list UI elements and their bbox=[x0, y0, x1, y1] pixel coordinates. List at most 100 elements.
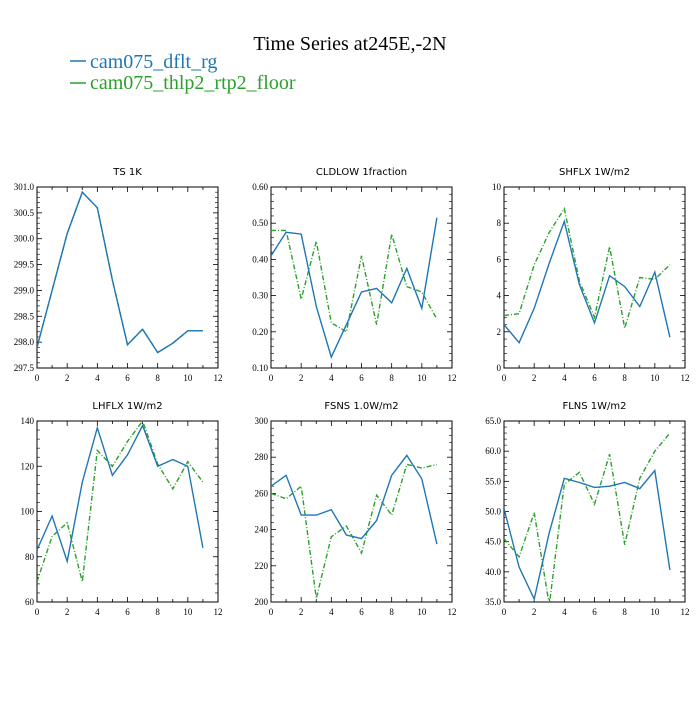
y-tick-label: 300.5 bbox=[14, 208, 35, 218]
x-tick-label: 12 bbox=[448, 607, 457, 617]
y-tick-label: 35.0 bbox=[485, 597, 501, 607]
x-tick-label: 4 bbox=[329, 373, 334, 383]
x-tick-label: 10 bbox=[183, 607, 193, 617]
y-tick-label: 60.0 bbox=[485, 446, 501, 456]
y-tick-label: 0.40 bbox=[252, 254, 268, 264]
y-tick-label: 40.0 bbox=[485, 567, 501, 577]
x-tick-label: 4 bbox=[95, 607, 100, 617]
x-tick-label: 0 bbox=[502, 373, 507, 383]
y-tick-label: 298.5 bbox=[14, 311, 35, 321]
panels-group: TS 1K 0 2 4 6 8 10 12 297.5 298.0 298.5 299.0 299.5 3… bbox=[14, 167, 690, 617]
y-tick-label: 300.0 bbox=[14, 234, 35, 244]
plot-frame bbox=[36, 420, 219, 603]
x-tick-label: 8 bbox=[155, 607, 160, 617]
x-tick-label: 2 bbox=[532, 373, 537, 383]
y-tick-label: 55.0 bbox=[485, 476, 501, 486]
x-tick-label: 10 bbox=[650, 373, 660, 383]
x-tick-label: 8 bbox=[155, 373, 160, 383]
y-tick-label: 120 bbox=[21, 461, 35, 471]
x-tick-label: 0 bbox=[269, 373, 274, 383]
y-tick-label: 0.60 bbox=[252, 182, 268, 192]
x-tick-label: 12 bbox=[448, 373, 457, 383]
y-tick-label: 45.0 bbox=[485, 537, 501, 547]
legend-label-dflt: cam075_dflt_rg bbox=[90, 51, 217, 73]
x-tick-label: 10 bbox=[417, 373, 427, 383]
panel-title: CLDLOW 1fraction bbox=[316, 167, 407, 178]
y-tick-label: 297.5 bbox=[14, 363, 35, 373]
y-tick-label: 0.20 bbox=[252, 327, 268, 337]
x-tick-label: 4 bbox=[562, 607, 567, 617]
y-tick-label: 260 bbox=[255, 488, 269, 498]
panel-1: TS 1K 0 2 4 6 8 10 12 297.5 298.0 298.5 299.0 299.5 3… bbox=[14, 167, 223, 383]
panel-3: SHFLX 1W/m2 0 2 4 6 8 10 12 0 2 4 6 8 10 bbox=[492, 167, 690, 383]
x-tick-label: 6 bbox=[592, 373, 597, 383]
x-tick-label: 2 bbox=[532, 607, 537, 617]
panel-title: SHFLX 1W/m2 bbox=[559, 167, 630, 178]
y-tick-label: 300 bbox=[255, 416, 269, 426]
panel-5: FSNS 1.0W/m2 0 2 4 6 8 10 12 200 220 240 260 280 300 bbox=[255, 401, 457, 617]
panel-2: CLDLOW 1fraction 0 2 4 6 8 10 12 0.10 0.20 0.30 0.4… bbox=[252, 167, 456, 383]
series-line-thlp2 bbox=[37, 190, 203, 354]
plot-frame bbox=[270, 420, 453, 603]
panel-title: LHFLX 1W/m2 bbox=[92, 401, 162, 412]
panel-4: LHFLX 1W/m2 0 2 4 6 8 10 12 60 80 100 120 140 bbox=[21, 401, 223, 617]
x-tick-label: 6 bbox=[125, 373, 130, 383]
x-tick-label: 10 bbox=[417, 607, 427, 617]
plot-frame bbox=[36, 186, 219, 369]
x-tick-label: 0 bbox=[269, 607, 274, 617]
figure-title: Time Series at245E,-2N bbox=[253, 33, 446, 55]
y-tick-label: 100 bbox=[21, 507, 35, 517]
x-tick-label: 12 bbox=[214, 373, 223, 383]
x-tick-label: 12 bbox=[681, 373, 690, 383]
x-tick-label: 6 bbox=[359, 607, 364, 617]
series-line-dflt bbox=[504, 218, 671, 345]
x-tick-label: 8 bbox=[389, 373, 394, 383]
series-line-thlp2 bbox=[504, 432, 671, 602]
y-tick-label: 280 bbox=[255, 452, 269, 462]
y-tick-label: 301.0 bbox=[14, 182, 35, 192]
x-tick-label: 12 bbox=[214, 607, 223, 617]
x-tick-label: 10 bbox=[650, 607, 660, 617]
y-tick-label: 2 bbox=[497, 327, 502, 337]
y-tick-label: 299.5 bbox=[14, 260, 35, 270]
x-tick-label: 4 bbox=[329, 607, 334, 617]
y-tick-label: 298.0 bbox=[14, 337, 35, 347]
x-tick-label: 2 bbox=[299, 373, 304, 383]
x-tick-label: 2 bbox=[65, 373, 70, 383]
y-tick-label: 220 bbox=[255, 561, 269, 571]
x-tick-label: 10 bbox=[183, 373, 193, 383]
y-tick-label: 0 bbox=[497, 363, 502, 373]
series-line-dflt bbox=[271, 217, 438, 360]
x-tick-label: 0 bbox=[35, 373, 40, 383]
series-line-dflt bbox=[37, 190, 203, 354]
y-tick-label: 65.0 bbox=[485, 416, 501, 426]
plot-frame bbox=[503, 186, 686, 369]
y-tick-label: 10 bbox=[492, 182, 502, 192]
x-tick-label: 0 bbox=[502, 607, 507, 617]
panel-title: FLNS 1W/m2 bbox=[562, 401, 626, 412]
y-tick-label: 4 bbox=[497, 291, 502, 301]
series-line-thlp2 bbox=[271, 463, 438, 599]
y-tick-label: 6 bbox=[497, 254, 502, 264]
y-tick-label: 0.30 bbox=[252, 291, 268, 301]
y-tick-label: 0.10 bbox=[252, 363, 268, 373]
panel-6: FLNS 1W/m2 0 2 4 6 8 10 12 35.0 40.0 45.0 50.0 55.0 6… bbox=[485, 401, 689, 617]
series-line-thlp2 bbox=[271, 229, 438, 333]
y-tick-label: 299.0 bbox=[14, 285, 35, 295]
y-tick-label: 0.50 bbox=[252, 218, 268, 228]
y-tick-label: 140 bbox=[21, 416, 35, 426]
legend-label-thlp2: cam075_thlp2_rtp2_floor bbox=[90, 72, 296, 94]
x-tick-label: 0 bbox=[35, 607, 40, 617]
series-line-dflt bbox=[271, 454, 438, 545]
x-tick-label: 4 bbox=[95, 373, 100, 383]
x-tick-label: 6 bbox=[592, 607, 597, 617]
plot-frame bbox=[270, 186, 453, 369]
x-tick-label: 6 bbox=[125, 607, 130, 617]
x-tick-label: 8 bbox=[389, 607, 394, 617]
y-tick-label: 8 bbox=[497, 218, 502, 228]
x-tick-label: 6 bbox=[359, 373, 364, 383]
y-tick-label: 80 bbox=[25, 552, 35, 562]
panel-title: TS 1K bbox=[112, 167, 142, 178]
